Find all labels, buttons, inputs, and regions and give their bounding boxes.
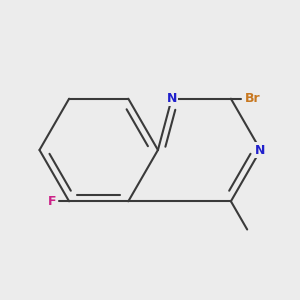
Text: N: N [255, 143, 266, 157]
Text: Br: Br [245, 92, 261, 105]
Text: N: N [167, 92, 177, 105]
Text: F: F [48, 195, 57, 208]
